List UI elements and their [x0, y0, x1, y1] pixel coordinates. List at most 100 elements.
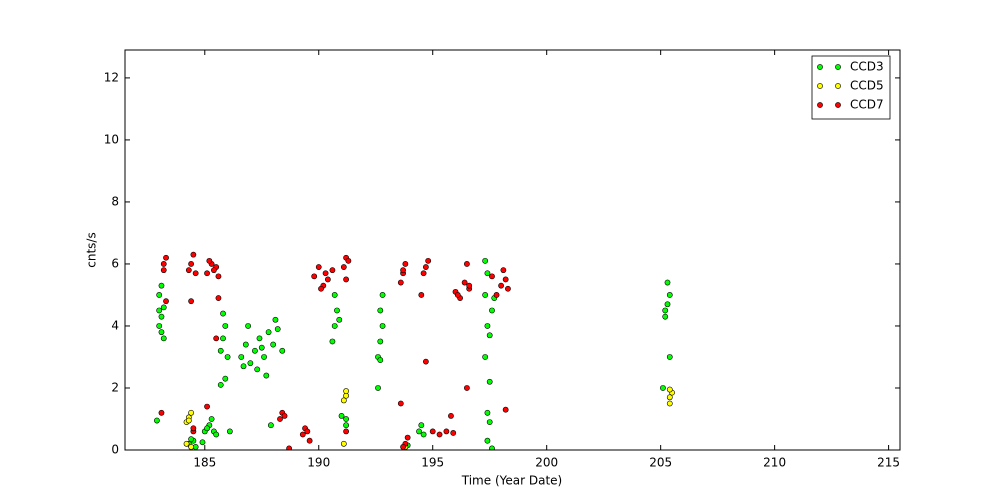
point: [304, 428, 311, 435]
point: [160, 267, 167, 274]
point: [245, 323, 251, 329]
point: [226, 428, 233, 435]
point: [329, 338, 336, 345]
point: [443, 428, 450, 435]
point: [418, 292, 425, 298]
point: [422, 264, 429, 270]
point: [493, 292, 500, 298]
point: [379, 323, 386, 329]
point: [377, 338, 384, 345]
point: [338, 412, 345, 419]
point: [666, 354, 673, 360]
point: [486, 419, 493, 425]
point: [222, 323, 229, 329]
point: [489, 307, 495, 314]
point: [272, 316, 279, 323]
point: [299, 431, 306, 438]
point: [213, 335, 220, 342]
point: [454, 292, 461, 298]
point: [464, 385, 470, 391]
legend-box: [811, 55, 891, 120]
point: [190, 251, 197, 258]
point: [448, 412, 454, 419]
point: [188, 409, 195, 416]
point: [263, 372, 270, 379]
point: [311, 273, 318, 280]
point: [498, 282, 505, 289]
x-tick-label: 215: [877, 456, 900, 470]
point: [379, 292, 386, 298]
point: [210, 267, 217, 274]
y-tick-label: 6: [111, 256, 119, 270]
x-tick-label: 190: [307, 456, 330, 470]
point: [217, 381, 224, 388]
point: [482, 354, 489, 360]
point: [450, 430, 457, 436]
point: [500, 267, 507, 274]
point: [340, 397, 347, 404]
y-axis-label: cnts/s: [85, 232, 99, 267]
point: [660, 385, 666, 391]
x-tick-label: 200: [535, 456, 558, 470]
plot-points: [154, 251, 675, 450]
point: [345, 257, 352, 264]
y-tick-label: 8: [111, 194, 119, 208]
point: [464, 261, 470, 267]
point: [416, 428, 422, 435]
legend-label: CCD7: [850, 98, 884, 112]
point: [158, 409, 165, 416]
point: [190, 425, 197, 432]
point: [662, 307, 669, 314]
point: [156, 323, 163, 329]
point: [502, 406, 509, 413]
point: [160, 261, 167, 267]
point: [340, 440, 347, 447]
point: [315, 264, 322, 270]
point: [274, 326, 281, 332]
point: [204, 270, 210, 277]
point: [160, 304, 167, 311]
x-tick-label: 205: [649, 456, 672, 470]
point: [188, 443, 195, 450]
point: [220, 335, 226, 342]
point: [489, 445, 495, 450]
point: [482, 257, 489, 264]
point: [466, 282, 473, 289]
point: [343, 388, 350, 394]
point: [208, 416, 215, 422]
x-tick-label: 185: [193, 456, 216, 470]
point: [215, 295, 222, 301]
point: [163, 298, 169, 305]
point: [461, 279, 468, 286]
point: [664, 301, 671, 308]
point: [484, 270, 491, 277]
point: [213, 431, 220, 438]
point: [281, 412, 288, 419]
point: [486, 378, 493, 385]
point: [220, 310, 226, 317]
legend-label: CCD5: [850, 79, 884, 93]
point: [340, 264, 347, 270]
point: [206, 257, 213, 264]
point: [375, 385, 381, 391]
point: [154, 417, 160, 424]
point: [489, 273, 495, 280]
point: [329, 267, 336, 274]
y-tick-label: 0: [111, 443, 119, 457]
point: [258, 344, 265, 351]
point: [204, 403, 210, 410]
y-tick-label: 10: [104, 132, 119, 146]
point: [343, 428, 350, 435]
point: [404, 434, 411, 441]
point: [318, 285, 324, 292]
point: [267, 422, 274, 429]
point: [158, 329, 165, 336]
legend: CCD3 CCD5 CCD7: [811, 55, 891, 120]
point: [331, 292, 338, 298]
point: [666, 394, 673, 401]
point: [188, 261, 195, 267]
point: [156, 307, 163, 314]
point: [156, 292, 163, 298]
point: [400, 267, 406, 274]
